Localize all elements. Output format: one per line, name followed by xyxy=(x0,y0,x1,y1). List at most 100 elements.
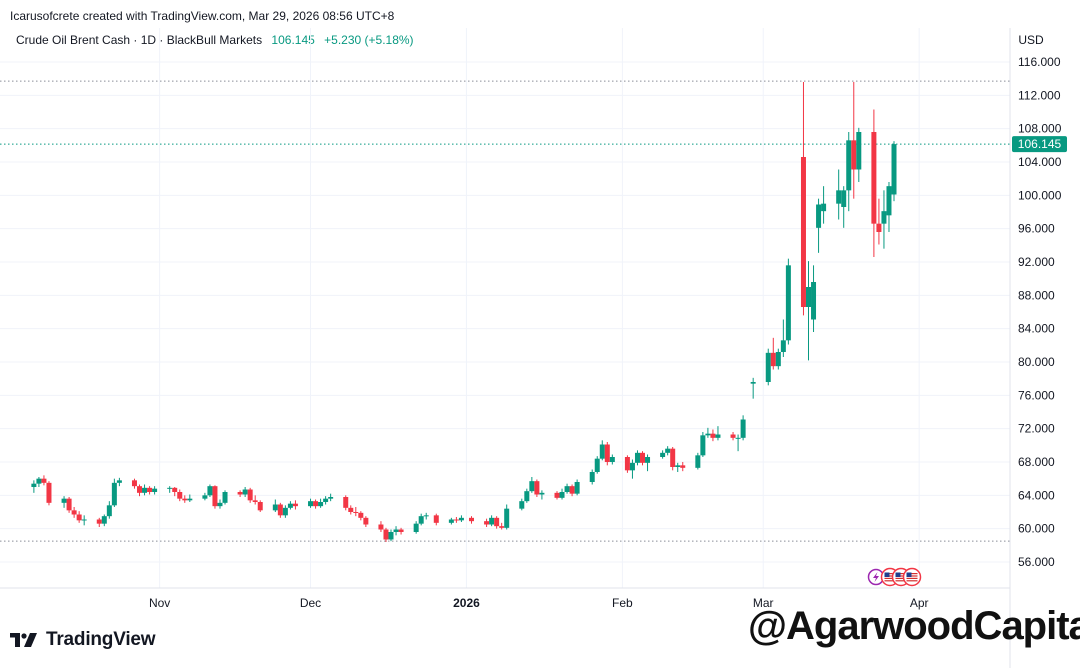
candle xyxy=(418,513,424,526)
candle xyxy=(499,522,505,530)
candle-body xyxy=(468,517,474,522)
y-tick-label: 104.000 xyxy=(1018,155,1062,169)
event-markers[interactable] xyxy=(867,567,922,587)
x-tick-label: 2026 xyxy=(453,596,480,610)
y-tick-label: 80.000 xyxy=(1018,355,1055,369)
candle xyxy=(675,462,681,472)
candle xyxy=(609,454,615,465)
candle-body xyxy=(353,512,359,513)
candle-body xyxy=(237,492,243,495)
candle xyxy=(378,521,384,532)
candle-body xyxy=(212,486,218,507)
candle-body xyxy=(891,144,897,195)
flag-stripe xyxy=(906,573,918,575)
candle-body xyxy=(529,481,535,492)
y-tick-label: 72.000 xyxy=(1018,422,1055,436)
last-price-badge-text: 106.145 xyxy=(1018,137,1062,151)
candle-body xyxy=(886,186,892,216)
time-axis[interactable]: Nov Dec 2026 Feb Mar Apr xyxy=(149,596,929,610)
candle xyxy=(785,258,791,345)
candle-body xyxy=(116,480,122,483)
candle xyxy=(604,442,610,466)
candle xyxy=(313,499,319,509)
candle-body xyxy=(393,529,399,532)
candle-body xyxy=(524,491,530,502)
candle-body xyxy=(574,482,580,494)
candle xyxy=(574,479,580,496)
candle xyxy=(816,198,822,253)
candle xyxy=(811,265,817,332)
candle-body xyxy=(398,529,404,532)
flag-stripe xyxy=(895,580,907,582)
candle-body xyxy=(363,517,369,525)
candle-body xyxy=(277,504,283,516)
candle xyxy=(76,511,82,523)
tradingview-brand[interactable]: TradingView xyxy=(10,629,156,651)
flag-stripe xyxy=(884,580,896,582)
candle-body xyxy=(383,529,389,540)
candle-body xyxy=(448,519,454,523)
candle-body xyxy=(131,480,137,487)
candle-body xyxy=(247,489,253,501)
candle xyxy=(524,488,530,503)
candle xyxy=(856,127,862,182)
candle xyxy=(665,446,671,456)
candle-body xyxy=(645,457,651,463)
candle xyxy=(398,527,404,535)
candle xyxy=(101,514,107,527)
candle xyxy=(881,190,887,249)
y-tick-label: 88.000 xyxy=(1018,288,1055,302)
candle-body xyxy=(695,455,701,468)
candle xyxy=(851,82,857,199)
candle xyxy=(172,487,178,497)
candle-body xyxy=(680,465,686,468)
candle-body xyxy=(775,352,781,367)
candle xyxy=(695,452,701,470)
candle-body xyxy=(453,519,459,521)
flag-stripe xyxy=(906,577,918,579)
candle xyxy=(31,480,37,493)
price-axis[interactable]: USD 56.000 60.000 64.000 68.000 72.000 76.000… xyxy=(1012,33,1067,569)
candle-body xyxy=(876,223,882,232)
candle-body xyxy=(36,478,42,484)
candle xyxy=(187,494,193,502)
y-tick-label: 60.000 xyxy=(1018,522,1055,536)
last-price-badge-bg xyxy=(1012,136,1067,153)
candle xyxy=(96,517,102,527)
candle xyxy=(836,169,842,220)
y-tick-label: 92.000 xyxy=(1018,255,1055,269)
symbol-legend[interactable]: Crude Oil Brent Cash · 1D · BlackBull Ma… xyxy=(16,33,414,47)
candle xyxy=(383,527,389,542)
candle-body xyxy=(800,157,806,307)
candle xyxy=(182,495,188,503)
candle-body xyxy=(871,132,877,224)
candle-body xyxy=(559,492,565,498)
candle xyxy=(147,486,153,495)
us-flag-event-icon[interactable] xyxy=(902,567,922,587)
candle-body xyxy=(202,495,208,499)
flag-stripe xyxy=(906,575,918,577)
candle-body xyxy=(222,492,228,503)
candle-body xyxy=(504,508,510,528)
candle xyxy=(554,491,560,500)
candle-body xyxy=(313,501,319,507)
candle xyxy=(167,486,173,493)
candle-body xyxy=(851,140,857,170)
currency-label[interactable]: USD xyxy=(1018,33,1044,47)
candle-body xyxy=(46,482,52,503)
candle-body xyxy=(770,352,776,367)
candle-body xyxy=(111,482,117,506)
candle-body xyxy=(187,498,193,501)
candle xyxy=(247,487,253,503)
candle xyxy=(680,462,686,472)
candle xyxy=(137,484,143,497)
flag-stripe xyxy=(884,577,896,579)
candle-body xyxy=(137,486,143,493)
candle xyxy=(871,109,877,257)
candle-body xyxy=(700,435,706,456)
candle-body xyxy=(634,452,640,463)
y-tick-label: 112.000 xyxy=(1018,88,1061,102)
candle xyxy=(111,478,117,507)
candle-body xyxy=(609,457,615,462)
